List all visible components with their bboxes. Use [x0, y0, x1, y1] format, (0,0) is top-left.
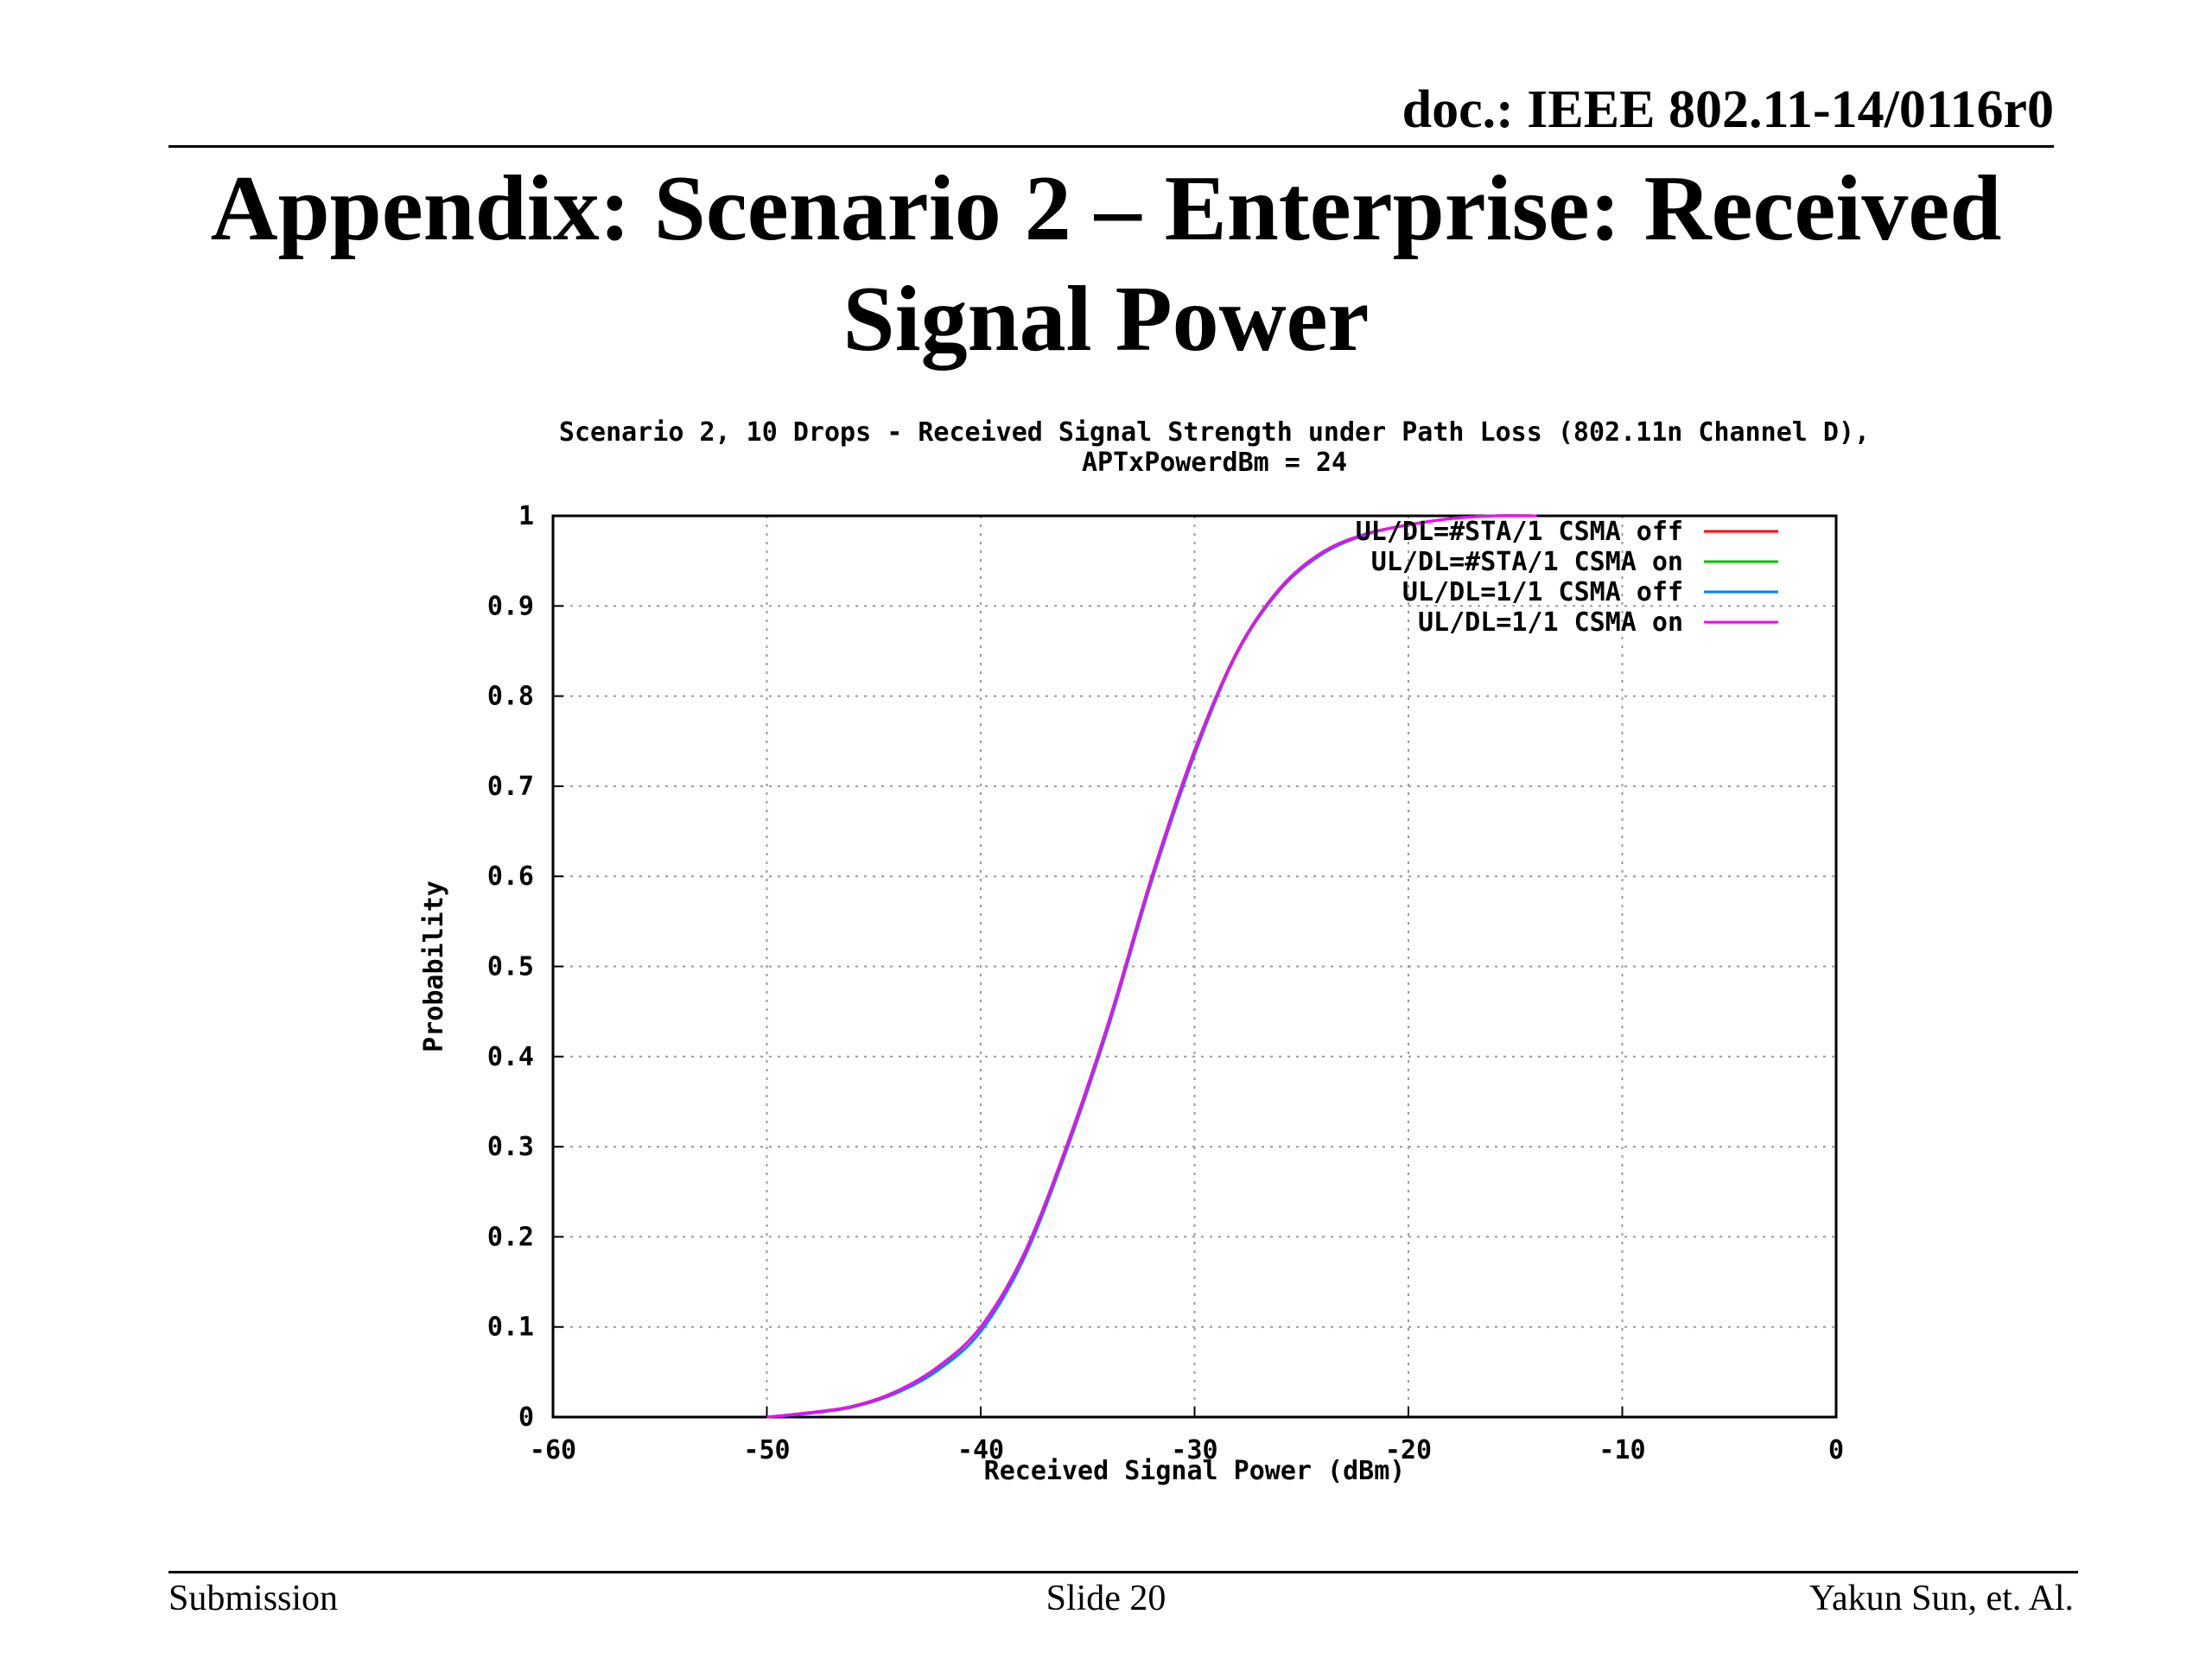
- chart-series: [766, 514, 1537, 1419]
- footer-slide-number: Slide 20: [1046, 1579, 1166, 1618]
- x-tick-label: -60: [530, 1435, 576, 1465]
- x-tick-label: -40: [957, 1435, 1004, 1465]
- x-tick-label: 0: [1828, 1435, 1844, 1465]
- y-tick-label: 1: [518, 501, 534, 531]
- y-tick-label: 0.3: [487, 1132, 534, 1162]
- y-tick-label: 0.8: [487, 682, 534, 712]
- x-tick-label: -20: [1385, 1435, 1432, 1465]
- footer-submission: Submission: [168, 1579, 339, 1618]
- x-tick-label: -10: [1599, 1435, 1645, 1465]
- slide-title-line-1: Appendix: Scenario 2 – Enterprise: Recei…: [210, 157, 2002, 260]
- y-tick-label: 0.7: [487, 772, 534, 802]
- legend-label: UL/DL=#STA/1 CSMA off: [1356, 517, 1683, 547]
- slide-title-line-2: Signal Power: [842, 268, 1370, 371]
- y-tick-label: 0.1: [487, 1313, 534, 1343]
- y-axis-label: Probability: [419, 880, 449, 1052]
- header-divider: [168, 145, 2054, 148]
- legend-label: UL/DL=#STA/1 CSMA on: [1371, 547, 1683, 577]
- legend-label: UL/DL=1/1 CSMA off: [1402, 577, 1683, 607]
- footer-divider: [168, 1571, 2078, 1573]
- axis-ticks: -60 -50 -40 -30 -20 -10 0 0 0.1 0.2 0.3 0.4 0.5 0.6 0.…: [487, 501, 1844, 1465]
- y-tick-label: 0.9: [487, 591, 534, 621]
- y-tick-label: 0.5: [487, 952, 534, 982]
- footer-author: Yakun Sun, et. Al.: [1808, 1579, 2074, 1618]
- x-axis-label: Received Signal Power (dBm): [984, 1456, 1406, 1486]
- x-tick-label: -30: [1171, 1435, 1217, 1465]
- chart-grid: [553, 516, 1836, 1417]
- chart-title-line-1: Scenario 2, 10 Drops - Received Signal S…: [559, 417, 1870, 448]
- y-tick-label: 0: [518, 1402, 534, 1433]
- y-tick-label: 0.2: [487, 1222, 534, 1252]
- series-line: [766, 514, 1537, 1419]
- y-tick-label: 0.6: [487, 861, 534, 892]
- y-tick-label: 0.4: [487, 1042, 534, 1072]
- x-tick-label: -50: [743, 1435, 790, 1465]
- document-id: doc.: IEEE 802.11-14/0116r0: [1402, 80, 2054, 139]
- chart-title-line-2: APTxPowerdBm = 24: [1082, 448, 1347, 478]
- legend-label: UL/DL=1/1 CSMA on: [1418, 607, 1683, 638]
- slide-title: Appendix: Scenario 2 – Enterprise: Recei…: [0, 154, 2212, 375]
